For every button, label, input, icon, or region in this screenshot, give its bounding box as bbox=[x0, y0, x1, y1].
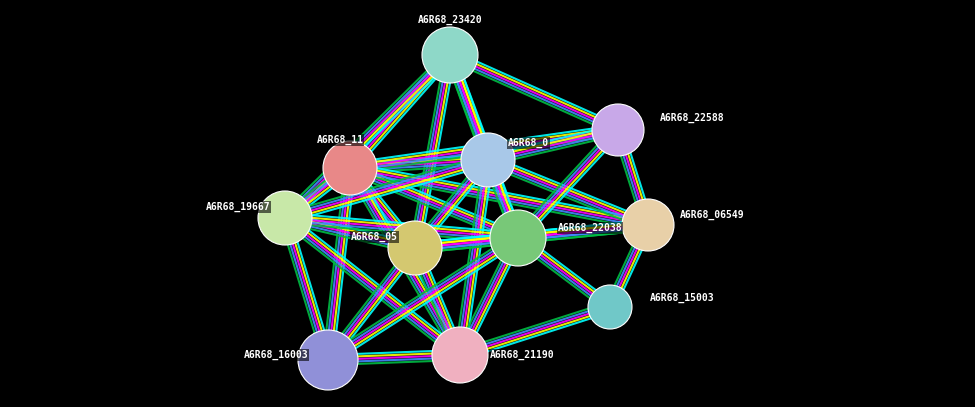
Circle shape bbox=[388, 221, 442, 275]
Circle shape bbox=[298, 330, 358, 390]
Text: A6R68_23420: A6R68_23420 bbox=[417, 15, 483, 25]
Text: A6R68_11: A6R68_11 bbox=[317, 135, 364, 145]
Text: A6R68_0: A6R68_0 bbox=[508, 138, 549, 148]
Circle shape bbox=[592, 104, 644, 156]
Text: A6R68_22038: A6R68_22038 bbox=[558, 223, 623, 233]
Text: A6R68_19667: A6R68_19667 bbox=[206, 202, 270, 212]
Text: A6R68_16003: A6R68_16003 bbox=[244, 350, 308, 360]
Text: A6R68_15003: A6R68_15003 bbox=[650, 293, 715, 303]
Circle shape bbox=[490, 210, 546, 266]
Text: A6R68_21190: A6R68_21190 bbox=[490, 350, 555, 360]
Circle shape bbox=[461, 133, 515, 187]
Text: A6R68_22588: A6R68_22588 bbox=[660, 113, 724, 123]
Circle shape bbox=[323, 141, 377, 195]
Circle shape bbox=[422, 27, 478, 83]
Circle shape bbox=[432, 327, 488, 383]
Text: A6R68_05: A6R68_05 bbox=[351, 232, 398, 242]
Text: A6R68_06549: A6R68_06549 bbox=[680, 210, 745, 220]
Circle shape bbox=[622, 199, 674, 251]
Circle shape bbox=[258, 191, 312, 245]
Circle shape bbox=[588, 285, 632, 329]
